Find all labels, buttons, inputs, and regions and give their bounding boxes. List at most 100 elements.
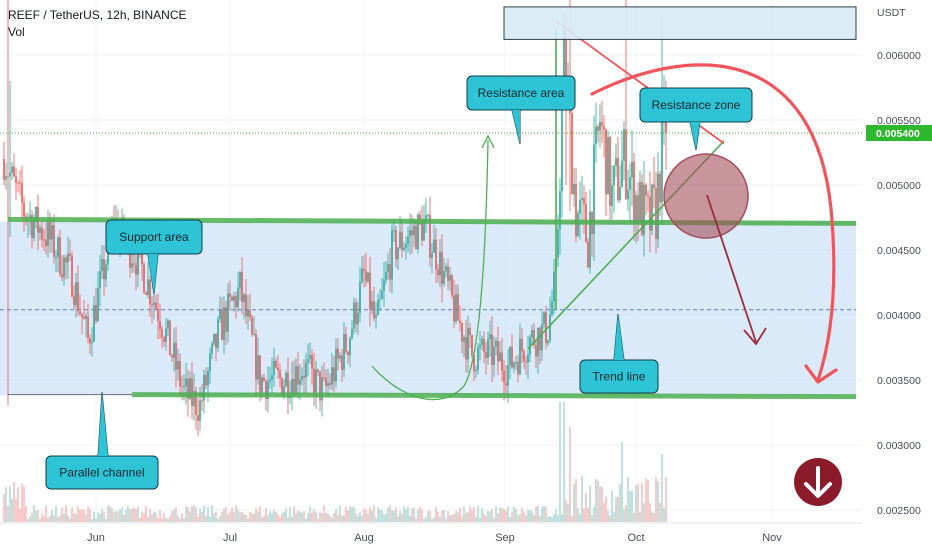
- candle-body: [3, 159, 5, 180]
- candle-body: [409, 230, 411, 237]
- callout-parallel-channel-label: Parallel channel: [59, 466, 144, 480]
- volume-bar: [269, 510, 271, 522]
- volume-bar: [573, 484, 575, 522]
- volume-bar: [443, 510, 445, 522]
- volume-bar: [405, 509, 407, 522]
- candle-body: [371, 301, 373, 310]
- candle-body: [23, 202, 25, 217]
- candle-body: [89, 338, 91, 344]
- candle-body: [605, 129, 607, 195]
- big-curved-arrow: [590, 63, 836, 382]
- candle-body: [43, 239, 45, 241]
- candle-body: [131, 263, 133, 268]
- volume-bar: [577, 508, 579, 522]
- volume-bar: [121, 507, 123, 522]
- callout-support-area: Support area: [105, 219, 203, 295]
- volume-bar: [57, 516, 59, 522]
- candle-body: [481, 338, 483, 346]
- candle-body: [375, 315, 377, 318]
- candle-body: [489, 334, 491, 340]
- volume-bar: [139, 517, 141, 522]
- volume-bar: [43, 516, 45, 522]
- volume-bar: [621, 442, 623, 522]
- candle-body: [355, 302, 357, 325]
- candle-body: [641, 181, 643, 235]
- candle-body: [49, 221, 51, 240]
- volume-bar: [115, 510, 117, 522]
- candle-body: [213, 333, 215, 344]
- volume-bar: [491, 509, 493, 522]
- candle-body: [359, 281, 361, 313]
- volume-bar: [5, 487, 7, 522]
- candle-body: [75, 282, 77, 305]
- candle-body: [463, 337, 465, 342]
- volume-bar: [75, 513, 77, 522]
- volume-bar: [183, 518, 185, 522]
- volume-bar: [473, 507, 475, 522]
- candle-body: [45, 239, 47, 246]
- volume-bar: [21, 483, 23, 522]
- candle-body: [495, 340, 497, 347]
- candle-body: [365, 270, 367, 282]
- candle-body: [649, 196, 651, 231]
- price-tick-label: 0.005000: [877, 180, 921, 192]
- volume-bar: [437, 511, 439, 522]
- volume-bar: [347, 510, 349, 522]
- candle-body: [229, 293, 231, 297]
- candle-body: [401, 231, 403, 250]
- volume-bars: [3, 402, 667, 522]
- volume-bar: [145, 505, 147, 522]
- volume-bar: [19, 508, 21, 522]
- volume-bar: [383, 514, 385, 522]
- candle-body: [525, 361, 527, 363]
- candle-body: [373, 301, 375, 318]
- candle-body: [455, 294, 457, 322]
- volume-bar: [87, 506, 89, 522]
- volume-bar: [361, 516, 363, 522]
- volume-bar: [237, 509, 239, 522]
- candle-body: [545, 312, 547, 344]
- bearish-badge: [794, 458, 842, 506]
- candle-body: [639, 181, 641, 222]
- candle-body: [479, 345, 481, 348]
- volume-bar: [571, 515, 573, 522]
- volume-bar: [467, 512, 469, 522]
- volume-bar: [67, 515, 69, 522]
- candle-body: [523, 351, 525, 362]
- volume-bar: [137, 506, 139, 522]
- candle-body: [527, 354, 529, 363]
- candle-body: [353, 302, 355, 329]
- volume-bar: [299, 511, 301, 522]
- volume-bar: [635, 484, 637, 522]
- volume-bar: [441, 510, 443, 522]
- volume-bar: [131, 508, 133, 522]
- candle-body: [383, 280, 385, 291]
- candle-body: [177, 360, 179, 370]
- candle-body: [613, 166, 615, 186]
- volume-bar: [133, 507, 135, 522]
- volume-bar: [495, 506, 497, 522]
- volume-bar: [461, 516, 463, 522]
- candle-body: [501, 352, 503, 371]
- volume-bar: [601, 487, 603, 522]
- candle-body: [275, 360, 277, 368]
- volume-bar: [271, 513, 273, 522]
- candle-body: [191, 378, 193, 407]
- candle-body: [531, 330, 533, 338]
- volume-bar: [235, 505, 237, 522]
- candle-body: [617, 158, 619, 200]
- volume-bar: [421, 509, 423, 522]
- volume-bar: [459, 507, 461, 522]
- volume-bar: [123, 514, 125, 522]
- candle-body: [267, 381, 269, 399]
- candle-body: [161, 329, 163, 338]
- volume-bar: [147, 516, 149, 522]
- channel-bottom-band: [131, 392, 857, 400]
- volume-bar: [375, 518, 377, 522]
- volume-bar: [471, 510, 473, 522]
- volume-bar: [597, 480, 599, 522]
- volume-bar: [193, 505, 195, 522]
- price-axis-unit: USDT: [877, 7, 906, 19]
- candle-body: [9, 172, 11, 177]
- candle-body: [615, 158, 617, 167]
